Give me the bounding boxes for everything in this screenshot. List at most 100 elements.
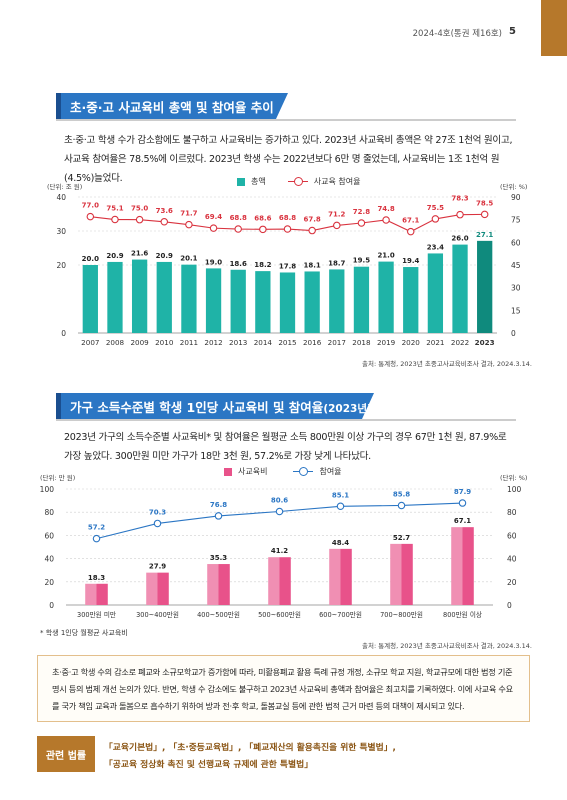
y-tick-right: 45 — [511, 261, 521, 270]
bar — [157, 572, 169, 605]
y-tick-right: 100 — [507, 485, 522, 494]
y-tick-left: 80 — [44, 508, 54, 517]
x-tick-label: 2021 — [426, 338, 444, 347]
related-laws-label: 관련 법률 — [37, 736, 95, 772]
legend-line-label: 참여율 — [319, 467, 342, 476]
x-tick-label: 2012 — [204, 338, 222, 347]
section2-divider — [56, 419, 516, 421]
legend-bar-label: 사교육비 — [238, 467, 268, 476]
line-value-label: 68.6 — [254, 214, 271, 222]
line-value-label: 67.8 — [304, 216, 321, 224]
bar-left-half — [451, 527, 463, 605]
bar — [255, 271, 271, 333]
bar — [156, 261, 172, 333]
bar — [230, 269, 246, 333]
line-point — [283, 225, 292, 233]
x-tick-label: 2014 — [254, 338, 273, 347]
chart1-source: 출처: 통계청, 2023년 초중고사교육비조사 결과, 2024.3.14. — [361, 360, 532, 368]
bar-value-label: 27.1 — [476, 231, 493, 239]
line-point — [135, 215, 144, 224]
legend-line-swatch — [287, 177, 308, 186]
bar — [181, 264, 197, 333]
line-value-label: 80.6 — [271, 497, 288, 505]
line-point — [480, 210, 489, 219]
line-value-label: 77.0 — [82, 202, 99, 210]
line-value-label: 75.0 — [131, 205, 148, 213]
line-point — [382, 216, 390, 224]
line-value-label: 85.1 — [332, 491, 349, 499]
bar-value-label: 20.9 — [156, 252, 173, 260]
line-value-label: 87.9 — [454, 488, 471, 496]
y-tick-right: 80 — [507, 508, 517, 517]
section2-title-year: (2023년) — [323, 402, 372, 415]
y-tick-left: 30 — [56, 227, 66, 236]
bar-left-half — [390, 543, 402, 605]
section1-title: 초·중·고 사교육비 총액 및 참여율 추이 — [56, 93, 274, 119]
x-tick-label: 2013 — [229, 338, 247, 347]
related-laws-line1: 「교육기본법」, 「초·중등교육법」, 「폐교재산의 활용촉진을 위한 특별법」… — [104, 743, 396, 753]
bar-value-label: 21.0 — [377, 252, 394, 260]
page-number: 5 — [509, 26, 516, 37]
line-point — [153, 519, 162, 528]
x-tick-label: 2017 — [328, 338, 346, 347]
bar-value-label: 18.1 — [304, 261, 321, 269]
bar — [427, 253, 444, 333]
x-tick-label: 2018 — [352, 338, 371, 347]
bar-value-label: 20.1 — [180, 255, 197, 263]
line-point — [308, 226, 316, 235]
line-value-label: 78.5 — [476, 199, 493, 207]
bar-value-label: 26.0 — [451, 235, 468, 243]
x-tick-label: 600~700만원 — [319, 610, 362, 619]
bar-value-label: 20.0 — [82, 255, 99, 263]
section1-title-text: 초·중·고 사교육비 총액 및 참여율 추이 — [70, 99, 274, 115]
line-value-label: 72.8 — [353, 208, 370, 216]
bar-value-label: 18.7 — [328, 259, 345, 267]
line-point — [234, 225, 242, 233]
bar — [107, 261, 123, 333]
line-point — [209, 224, 218, 232]
bar — [340, 548, 352, 605]
x-tick-label: 400~500만원 — [197, 610, 240, 619]
bar-value-label: 18.2 — [254, 261, 271, 269]
chart1-unit-left: (단위: 조 원) — [47, 183, 83, 191]
chart2-legend: 사교육비 참여율 — [224, 466, 342, 477]
chart1-legend: 총액 사교육 참여율 — [237, 176, 360, 187]
bar-value-label: 18.3 — [88, 574, 105, 582]
bar-value-label: 35.3 — [210, 554, 227, 562]
bar — [401, 543, 413, 605]
x-tick-label: 300만원 미만 — [77, 610, 116, 619]
x-tick-label: 2007 — [81, 338, 99, 347]
y-tick-left: 40 — [56, 193, 66, 202]
bar — [82, 265, 98, 333]
bar — [329, 269, 345, 333]
chart2-svg: 0 20 40 60 80 100 0 20 40 60 80 100 18.3 300만원 미만 27.9… — [40, 485, 522, 619]
bar-value-label: 41.2 — [271, 547, 288, 555]
line-point — [92, 534, 101, 543]
line-point — [458, 499, 467, 507]
section1-paragraph: 초·중·고 학생 수가 감소함에도 불구하고 사교육비는 증가하고 있다. 20… — [64, 135, 513, 184]
bar — [96, 583, 108, 605]
line-value-label: 73.6 — [156, 207, 173, 215]
x-tick-label: 500~600만원 — [258, 610, 301, 619]
y-tick-right: 30 — [511, 284, 521, 293]
bar — [403, 267, 419, 333]
line-value-label: 57.2 — [88, 524, 105, 532]
bar-value-label: 23.4 — [427, 243, 444, 251]
x-tick-label: 800만원 이상 — [443, 610, 482, 619]
bar — [452, 244, 468, 333]
section2-title-text: 가구 소득수준별 학생 1인당 사교육비 및 참여율 — [70, 399, 324, 415]
x-tick-label: 2009 — [130, 338, 149, 347]
line-point — [259, 225, 267, 234]
section2-title: 가구 소득수준별 학생 1인당 사교육비 및 참여율(2023년) — [56, 393, 372, 419]
line-point — [275, 507, 284, 516]
line-point — [397, 501, 406, 510]
y-tick-right: 0 — [511, 329, 516, 338]
x-tick-label: 2008 — [106, 338, 125, 347]
bar-value-label: 52.7 — [393, 534, 410, 542]
line-value-label: 67.1 — [402, 217, 419, 225]
line-point — [431, 215, 440, 223]
line-value-label: 71.7 — [180, 210, 197, 218]
bar-value-label: 67.1 — [454, 517, 471, 525]
chart2-source: 출처: 통계청, 2023년 초중고사교육비조사 결과, 2024.3.14. — [361, 642, 532, 650]
legend-line-swatch — [293, 467, 314, 476]
